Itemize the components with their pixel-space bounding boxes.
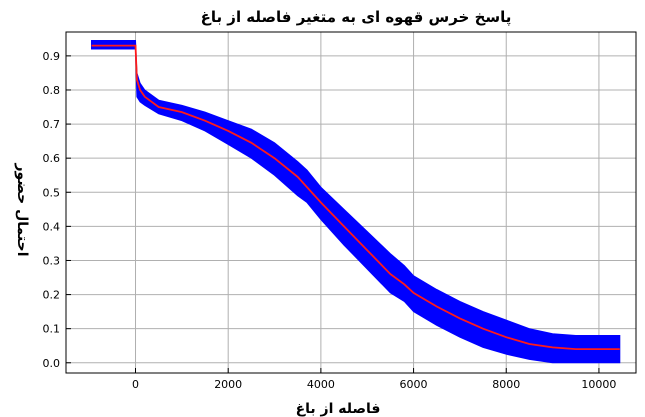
y-tick-label: 0.1 — [43, 323, 61, 336]
y-tick-label: 0.5 — [43, 186, 61, 199]
y-tick-label: 0.4 — [43, 220, 61, 233]
x-tick-label: 2000 — [214, 378, 242, 391]
x-tick-label: 8000 — [492, 378, 520, 391]
series-line-group — [91, 44, 620, 350]
y-tick-label: 0.7 — [43, 118, 61, 131]
y-tick-label: 0.6 — [43, 152, 61, 165]
x-tick-label: 0 — [132, 378, 139, 391]
chart-title: پاسخ خرس قهوه ای به متغیر فاصله از باغ — [201, 8, 512, 27]
x-ticks: 0 2000 4000 6000 8000 10000 — [132, 368, 616, 391]
y-ticks: 0.0 0.1 0.2 0.3 0.4 0.5 0.6 0.7 0.8 0.9 — [43, 50, 71, 370]
y-tick-label: 0.2 — [43, 289, 61, 302]
x-tick-label: 4000 — [307, 378, 335, 391]
x-tick-label: 6000 — [400, 378, 428, 391]
y-axis-label: احتمال حضور — [14, 163, 30, 257]
x-tick-label: 10000 — [581, 378, 616, 391]
y-tick-label: 0.8 — [43, 84, 61, 97]
response-curve-line — [91, 44, 620, 350]
y-tick-label: 0.0 — [43, 357, 61, 370]
x-axis-label: فاصله از باغ — [296, 401, 381, 417]
confidence-band — [91, 40, 621, 364]
y-tick-label: 0.3 — [43, 254, 61, 267]
confidence-band-area — [91, 40, 621, 364]
plot-frame — [65, 31, 637, 374]
y-tick-label: 0.9 — [43, 50, 61, 63]
